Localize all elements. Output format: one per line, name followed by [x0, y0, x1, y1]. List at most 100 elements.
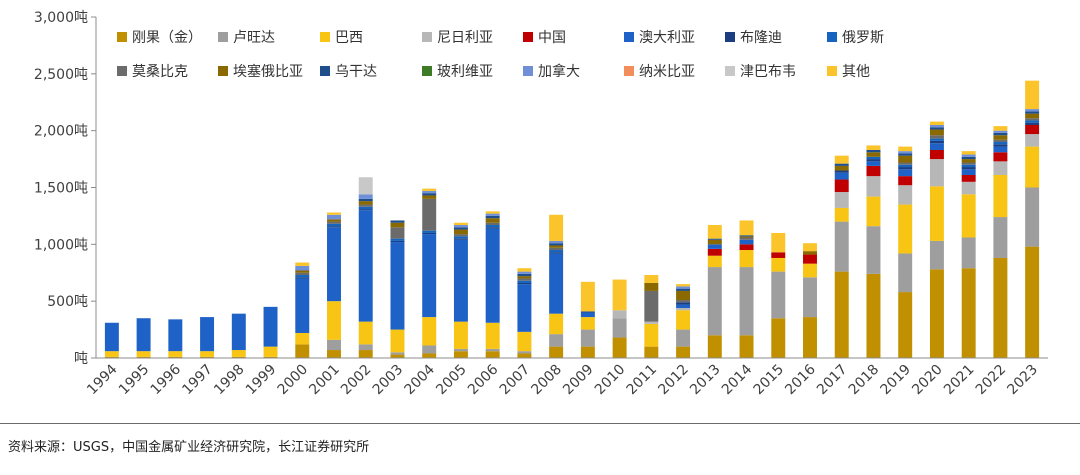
bar-segment: [929, 129, 944, 136]
bar-segment: [485, 227, 500, 229]
bar-segment: [517, 276, 532, 279]
bar-segment: [327, 350, 341, 358]
legend-label: 埃塞俄比亚: [233, 63, 303, 80]
legend-swatch: [725, 32, 735, 42]
bar-segment: [295, 275, 310, 278]
bar-segment: [834, 165, 849, 171]
bar-segment: [358, 198, 373, 202]
bar-segment: [549, 253, 564, 314]
bar-segment: [327, 221, 341, 224]
bar-segment: [327, 339, 341, 351]
bar-segment: [771, 271, 786, 319]
bar-segment: [739, 250, 754, 268]
bar-segment: [771, 257, 786, 272]
bar-segment: [1025, 118, 1040, 121]
bar-segment: [929, 240, 944, 270]
bar-segment: [739, 267, 754, 336]
legend-swatch: [725, 66, 735, 76]
bar-segment: [358, 206, 373, 210]
bar-segment: [200, 317, 215, 352]
bar-segment: [358, 201, 373, 205]
x-tick-label: 2011: [624, 362, 661, 399]
bar-segment: [898, 155, 913, 163]
x-tick-label: 2013: [687, 362, 724, 399]
bar-segment: [453, 239, 468, 322]
bar-segment: [1025, 122, 1040, 125]
bar-segment: [1025, 124, 1040, 135]
bar-segment: [485, 213, 500, 216]
x-tick-label: 1997: [179, 362, 216, 399]
bar-segment: [961, 151, 976, 155]
bar-segment: [707, 244, 722, 249]
bar-segment: [707, 239, 722, 245]
bar-segment: [358, 194, 373, 199]
bar-segment: [993, 175, 1008, 218]
bar-segment: [390, 354, 405, 358]
bar-segment: [961, 194, 976, 238]
bar-segment: [390, 352, 405, 355]
x-tick-label: 2018: [846, 362, 883, 399]
bar-segment: [676, 286, 691, 289]
bar-segment: [866, 149, 881, 153]
bar-segment: [485, 215, 500, 219]
bar-segment: [929, 127, 944, 130]
bar-segment: [422, 190, 437, 194]
bar-segment: [898, 153, 913, 156]
bar-segment: [993, 146, 1008, 153]
bar-segment: [676, 284, 691, 287]
bar-segment: [834, 271, 849, 358]
bar-segment: [231, 356, 246, 358]
bar-segment: [1025, 80, 1040, 110]
bar-segment: [644, 290, 659, 322]
bar-segment: [676, 288, 691, 291]
bar-segment: [549, 245, 564, 248]
x-tick-label: 2003: [370, 362, 407, 399]
bar-segment: [422, 230, 437, 233]
bar-segment: [422, 353, 437, 358]
bar-segment: [929, 143, 944, 150]
bar-segment: [1025, 246, 1040, 358]
legend-label: 布隆迪: [740, 30, 782, 46]
bar-segment: [961, 181, 976, 195]
bar-segment: [327, 214, 341, 220]
bar-segment: [485, 225, 500, 228]
bar-segment: [898, 162, 913, 165]
bar-segment: [390, 240, 405, 243]
bar-segment: [644, 282, 659, 291]
bar-segment: [453, 234, 468, 237]
bar-segment: [390, 329, 405, 353]
legend-label: 巴西: [335, 30, 363, 46]
bar-segment: [168, 351, 183, 357]
bar-segment: [327, 212, 341, 215]
bar-segment: [834, 192, 849, 208]
bar-segment: [898, 253, 913, 293]
bar-segment: [358, 210, 373, 322]
bar-segment: [104, 356, 119, 358]
bar-segment: [898, 292, 913, 358]
x-tick-label: 2023: [1004, 362, 1041, 399]
bar-segment: [929, 138, 944, 141]
bar-segment: [739, 236, 754, 238]
bar-segment: [358, 350, 373, 358]
bar-segment: [390, 238, 405, 241]
bar-segment: [707, 238, 722, 240]
bar-segment: [517, 351, 532, 354]
bar-segment: [993, 126, 1008, 131]
bar-segment: [549, 250, 564, 253]
bar-segment: [390, 242, 405, 330]
bar-segment: [485, 228, 500, 323]
bar-segment: [834, 221, 849, 272]
bar-segment: [898, 204, 913, 254]
x-tick-label: 2022: [973, 362, 1010, 399]
bar-segment: [707, 248, 722, 256]
bar-segment: [866, 161, 881, 166]
bar-segment: [993, 152, 1008, 162]
bar-segment: [168, 319, 183, 352]
bar-segment: [929, 135, 944, 139]
bar-segment: [453, 225, 468, 228]
x-tick-label: 2007: [497, 362, 534, 399]
bar-segment: [327, 301, 341, 340]
bar-segment: [676, 346, 691, 358]
bar-segment: [961, 154, 976, 157]
legend-label: 其他: [842, 64, 870, 80]
